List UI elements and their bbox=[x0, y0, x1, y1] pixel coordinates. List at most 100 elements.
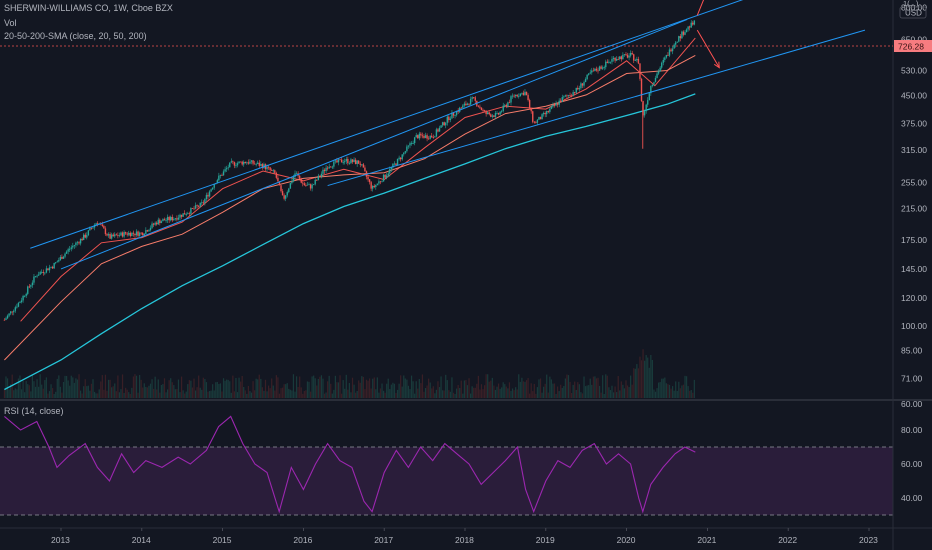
sma-legend[interactable]: 20-50-200-SMA (close, 20, 50, 200) bbox=[4, 31, 147, 41]
time-tick-label: 2023 bbox=[859, 535, 878, 545]
volume-bar bbox=[120, 389, 122, 398]
candle-body bbox=[308, 184, 310, 186]
candle-body bbox=[142, 232, 144, 236]
candle-body bbox=[229, 162, 231, 168]
volume-bar bbox=[210, 390, 212, 398]
currency-label[interactable]: USD bbox=[905, 9, 922, 18]
volume-bar bbox=[530, 383, 532, 398]
volume-bar bbox=[423, 391, 425, 398]
candle-body bbox=[159, 219, 161, 224]
rsi-axis[interactable]: 80.00 60.00 40.00 bbox=[901, 425, 923, 503]
volume-bar bbox=[659, 382, 661, 398]
candle-body bbox=[107, 234, 110, 236]
volume-bar bbox=[466, 385, 469, 398]
candle-body bbox=[466, 103, 469, 106]
volume-legend[interactable]: Vol bbox=[4, 18, 17, 28]
candle-body bbox=[56, 261, 58, 263]
volume-bar bbox=[679, 388, 681, 398]
volume-bar bbox=[417, 388, 419, 398]
candle-body bbox=[258, 162, 260, 166]
volume-bar bbox=[407, 385, 410, 398]
candle-body bbox=[34, 276, 37, 277]
time-tick-label: 2021 bbox=[697, 535, 716, 545]
volume-bar bbox=[347, 389, 349, 398]
volume-bar bbox=[358, 380, 360, 398]
candle-body bbox=[244, 161, 246, 164]
volume-bar bbox=[93, 391, 96, 398]
candle-body bbox=[420, 133, 422, 136]
volume-bar bbox=[208, 391, 211, 398]
candle-body bbox=[513, 95, 515, 97]
volume-bar bbox=[549, 376, 551, 398]
candle-body bbox=[274, 170, 276, 173]
currency-button[interactable] bbox=[899, 6, 927, 19]
candle-body bbox=[572, 92, 574, 96]
volume-bar bbox=[532, 391, 534, 398]
volume-bar bbox=[123, 392, 125, 398]
trend-channel-lines[interactable] bbox=[30, 0, 866, 270]
volume-bar bbox=[588, 385, 590, 398]
candle-body bbox=[418, 133, 421, 139]
projection-arrows[interactable] bbox=[696, 0, 720, 69]
candle-body bbox=[569, 95, 571, 96]
candle-body bbox=[625, 54, 627, 55]
candle-body bbox=[462, 105, 464, 108]
volume-bar bbox=[109, 379, 111, 398]
candle-body bbox=[354, 159, 357, 165]
candle-body bbox=[385, 175, 388, 178]
sma-lines bbox=[4, 37, 696, 391]
candle-body bbox=[490, 114, 492, 117]
volume-bar bbox=[27, 384, 29, 398]
price-axis[interactable]: 800.00 650.00 530.00 450.00 375.00 315.00 255.… bbox=[901, 3, 927, 410]
price-tick-label: 315.00 bbox=[901, 145, 927, 155]
candle-body bbox=[6, 315, 9, 319]
volume-bar bbox=[137, 392, 139, 398]
volume-bar bbox=[393, 383, 396, 398]
rsi-legend[interactable]: RSI (14, close) bbox=[4, 406, 64, 416]
volume-bar bbox=[10, 384, 12, 398]
candle-body bbox=[23, 295, 26, 297]
volume-bar bbox=[345, 374, 347, 398]
volume-bar bbox=[661, 378, 663, 398]
candle-body bbox=[615, 58, 618, 61]
volume-bar bbox=[570, 392, 573, 398]
volume-bar bbox=[316, 385, 318, 398]
volume-bar bbox=[410, 375, 413, 398]
candle-body bbox=[675, 42, 677, 45]
candle-body bbox=[59, 256, 62, 261]
volume-bar bbox=[378, 392, 380, 398]
candle-body bbox=[183, 213, 186, 215]
volume-bar bbox=[665, 383, 667, 398]
symbol-title[interactable]: SHERWIN-WILLIAMS CO, 1W, Cboe BZX bbox=[4, 3, 173, 13]
candle-body bbox=[667, 54, 669, 56]
candle-body bbox=[350, 159, 352, 164]
candle-body bbox=[309, 184, 312, 189]
candle-body bbox=[671, 48, 674, 52]
volume-bar bbox=[639, 356, 641, 398]
candle-body bbox=[665, 54, 668, 58]
candle-body bbox=[51, 266, 54, 269]
candle-body bbox=[491, 115, 494, 117]
volume-bar bbox=[75, 378, 77, 398]
candle-body bbox=[96, 223, 99, 225]
volume-bar bbox=[311, 376, 313, 398]
candle-body bbox=[606, 61, 609, 63]
candle-body bbox=[190, 208, 192, 214]
volume-bar bbox=[198, 375, 200, 398]
candle-body bbox=[62, 256, 65, 259]
candle-body bbox=[131, 232, 133, 237]
volume-bar bbox=[135, 375, 138, 398]
volume-bar bbox=[625, 380, 627, 398]
volume-bar bbox=[292, 374, 295, 398]
candle-body bbox=[207, 194, 209, 197]
candle-body bbox=[50, 266, 52, 268]
candle-body bbox=[431, 135, 433, 138]
candle-body bbox=[482, 110, 484, 111]
candle-body bbox=[3, 319, 6, 321]
candle-body bbox=[662, 59, 664, 63]
volume-bar bbox=[244, 390, 246, 398]
time-axis[interactable]: 2013 2014 2015 2016 2017 2018 2019 2020 2021 2022… bbox=[51, 528, 878, 545]
volume-bar bbox=[163, 378, 166, 398]
candle-body bbox=[558, 100, 560, 105]
